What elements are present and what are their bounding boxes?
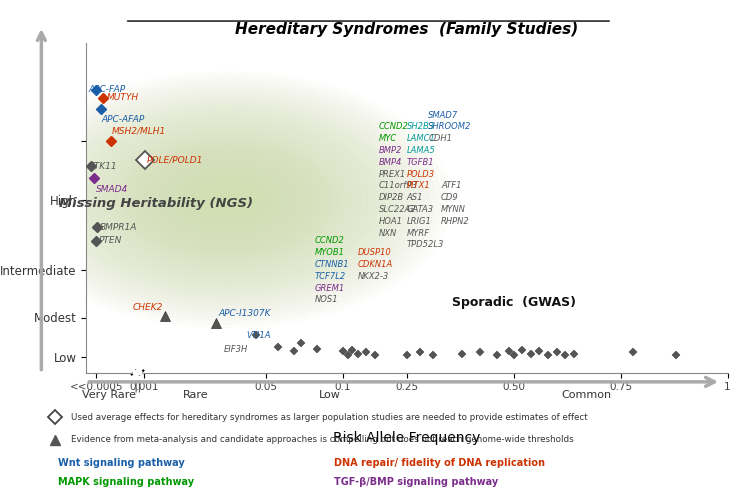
Text: CCND2: CCND2 (379, 122, 409, 132)
Text: C11orf93: C11orf93 (379, 182, 418, 190)
Text: TCF7L2: TCF7L2 (315, 272, 346, 281)
Text: Missing Heritability (NGS): Missing Heritability (NGS) (59, 198, 254, 210)
Text: DIP2B: DIP2B (379, 193, 404, 202)
Text: NKX2-3: NKX2-3 (358, 272, 389, 281)
Text: BMP4: BMP4 (379, 158, 403, 167)
Text: CTNNB1: CTNNB1 (315, 260, 350, 269)
Text: MYC: MYC (379, 134, 398, 143)
Text: MAPK signaling pathway: MAPK signaling pathway (58, 477, 194, 487)
X-axis label: Risk Allele Frequency: Risk Allele Frequency (333, 431, 481, 445)
Text: POLE/POLD1: POLE/POLD1 (147, 156, 203, 165)
Text: CDKN1A: CDKN1A (358, 260, 393, 269)
Text: POLD3: POLD3 (406, 170, 435, 178)
Text: Low: Low (319, 390, 340, 400)
Text: MSH2/MLH1: MSH2/MLH1 (112, 126, 166, 136)
Text: CCND2: CCND2 (315, 236, 345, 246)
Text: Evidence from meta-analysis and candidate approaches is compelling but does not : Evidence from meta-analysis and candidat… (70, 436, 573, 444)
Text: LAMA5: LAMA5 (406, 146, 436, 155)
Text: SLC22A2: SLC22A2 (379, 205, 417, 214)
Text: Used average effects for hereditary syndromes as larger population studies are n: Used average effects for hereditary synd… (70, 412, 587, 422)
Text: PTEN: PTEN (99, 236, 122, 246)
Text: NOS1: NOS1 (315, 296, 339, 304)
Text: NXN: NXN (379, 228, 398, 237)
Text: APC-FAP: APC-FAP (88, 85, 125, 94)
Text: PITX1: PITX1 (406, 182, 430, 190)
Text: ||: || (134, 380, 142, 392)
Text: EIF3H: EIF3H (224, 345, 248, 354)
Text: SMAD7: SMAD7 (428, 110, 458, 120)
Text: HOA1: HOA1 (379, 217, 403, 226)
Text: Common: Common (561, 390, 611, 400)
Text: APC-AFAP: APC-AFAP (102, 114, 146, 124)
Text: PREX1: PREX1 (379, 170, 406, 178)
Text: VTI1A: VTI1A (246, 330, 271, 340)
Text: SHROOM2: SHROOM2 (428, 122, 472, 132)
Title: Hereditary Syndromes  (Family Studies): Hereditary Syndromes (Family Studies) (236, 22, 578, 37)
Text: STK11: STK11 (88, 162, 118, 171)
Text: SMAD4: SMAD4 (96, 186, 128, 194)
Text: DUSP10: DUSP10 (358, 248, 392, 257)
Text: MYRF: MYRF (406, 228, 430, 237)
Text: GATA3: GATA3 (406, 205, 434, 214)
Text: CHEK2: CHEK2 (133, 303, 164, 312)
Text: MYOB1: MYOB1 (315, 248, 345, 257)
Text: Rare: Rare (182, 390, 208, 400)
Text: BMP2: BMP2 (379, 146, 403, 155)
Text: TPD52L3: TPD52L3 (406, 240, 444, 250)
Text: TGFB1: TGFB1 (406, 158, 434, 167)
Text: LRIG1: LRIG1 (406, 217, 432, 226)
Text: MUTYH: MUTYH (106, 93, 139, 102)
Text: APC-I1307K: APC-I1307K (218, 309, 271, 318)
Text: ATF1: ATF1 (441, 182, 461, 190)
Text: TGF-β/BMP signaling pathway: TGF-β/BMP signaling pathway (334, 477, 499, 487)
Text: BMPR1A: BMPR1A (100, 222, 137, 232)
Text: SH2B3: SH2B3 (406, 122, 435, 132)
Text: RHPN2: RHPN2 (441, 217, 470, 226)
Text: AS1: AS1 (406, 193, 423, 202)
Text: LAMC1: LAMC1 (406, 134, 436, 143)
Text: GREM1: GREM1 (315, 284, 345, 292)
Text: Wnt signaling pathway: Wnt signaling pathway (58, 458, 185, 468)
Text: CDH1: CDH1 (428, 134, 452, 143)
Text: MYNN: MYNN (441, 205, 466, 214)
Text: DNA repair/ fidelity of DNA replication: DNA repair/ fidelity of DNA replication (334, 458, 545, 468)
Text: Very Rare: Very Rare (82, 390, 136, 400)
Text: Sporadic  (GWAS): Sporadic (GWAS) (452, 296, 576, 308)
Text: CD9: CD9 (441, 193, 459, 202)
